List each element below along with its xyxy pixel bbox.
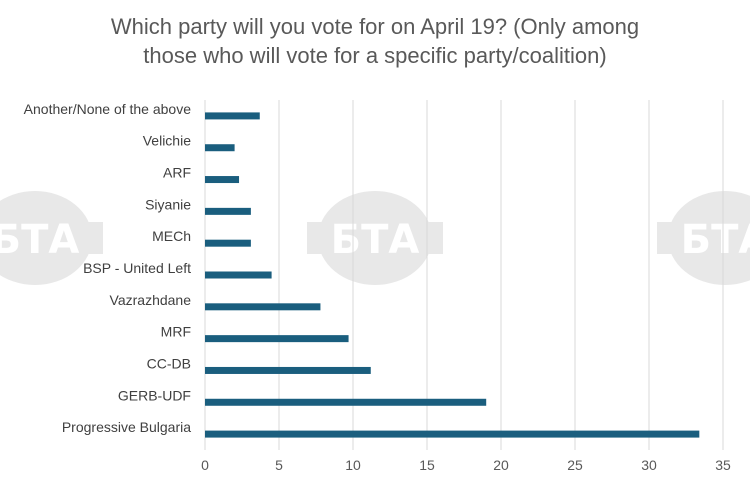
bar [205, 366, 371, 374]
bar [205, 430, 700, 438]
x-tick-label: 30 [641, 457, 657, 473]
watermark-logo: БТА [657, 191, 750, 285]
chart-title-line-2: those who will vote for a specific party… [143, 43, 607, 68]
x-tick-label: 15 [419, 457, 435, 473]
gridlines [204, 100, 724, 450]
bar [205, 303, 321, 311]
watermark-logo: БТА [307, 191, 443, 285]
x-tick-label: 20 [493, 457, 509, 473]
bar [205, 144, 235, 152]
x-tick-label: 35 [715, 457, 731, 473]
watermark-text: БТА [681, 217, 750, 263]
category-label: MECh [152, 228, 191, 244]
chart-title: Which party will you vote for on April 1… [0, 12, 750, 70]
bar [205, 239, 251, 247]
bar [205, 112, 260, 120]
x-tick-label: 10 [345, 457, 361, 473]
watermark-logo: БТА [0, 191, 103, 285]
x-tick-label: 5 [275, 457, 283, 473]
category-label: ARF [163, 165, 191, 181]
category-label: Velichie [143, 133, 191, 149]
bar [205, 335, 349, 343]
x-tick-label: 25 [567, 457, 583, 473]
category-label: CC-DB [147, 355, 191, 371]
chart-title-line-1: Which party will you vote for on April 1… [110, 14, 640, 39]
x-tick-label: 0 [201, 457, 209, 473]
bars [205, 112, 700, 438]
x-axis-tick-labels: 0 5 10 15 20 25 30 35 [201, 457, 731, 473]
bar [205, 271, 272, 279]
category-label: Another/None of the above [24, 101, 192, 117]
bar [205, 398, 487, 406]
watermark-layer: БТА БТА БТА [0, 191, 750, 285]
bar [205, 207, 251, 215]
category-label: Vazrazhdane [110, 292, 192, 308]
category-label: MRF [161, 324, 191, 340]
watermark-text: БТА [0, 217, 79, 263]
watermark-text: БТА [331, 217, 420, 263]
category-label: BSP - United Left [83, 260, 191, 276]
category-label: Siyanie [145, 196, 191, 212]
bar [205, 176, 240, 184]
category-labels: Another/None of the above Velichie ARF Siya… [24, 101, 192, 435]
category-label: Progressive Bulgaria [62, 419, 191, 435]
category-label: GERB-UDF [118, 387, 191, 403]
